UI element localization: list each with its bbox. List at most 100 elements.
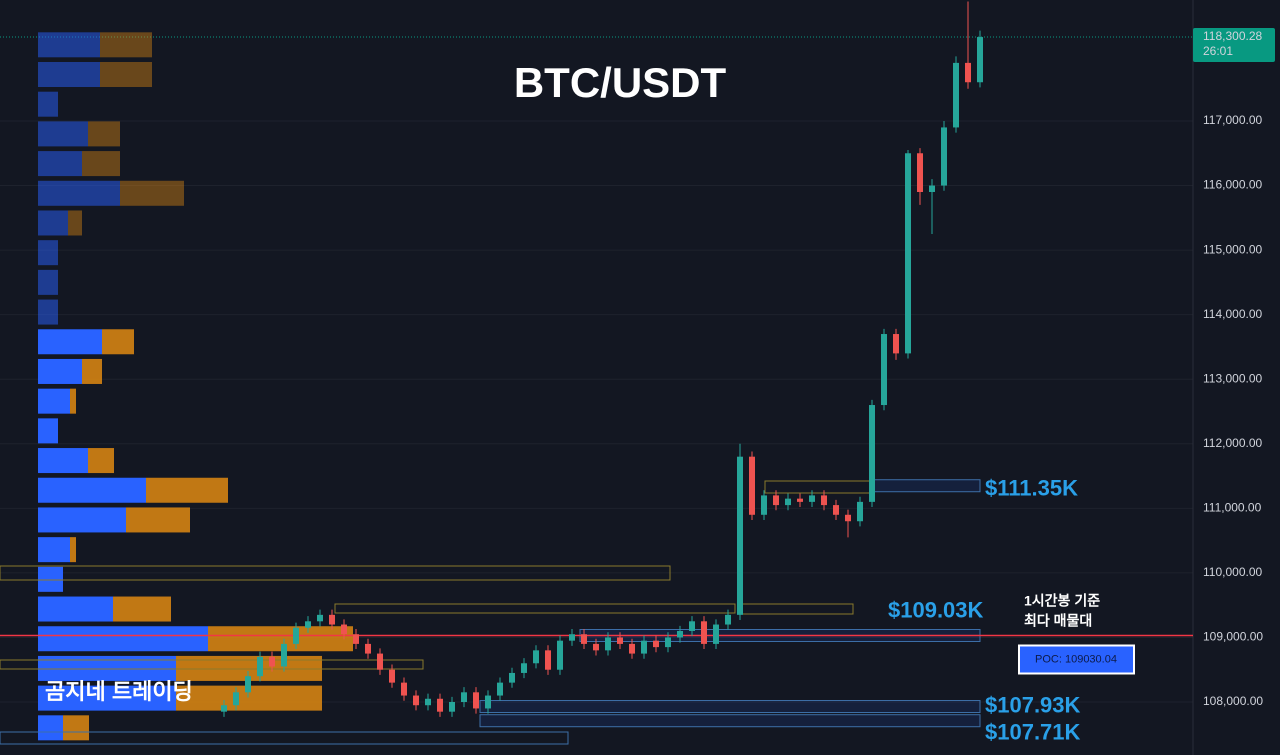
vp-sell-bar: [88, 448, 114, 474]
vp-sell-bar: [113, 596, 171, 622]
y-tick-label: 114,000.00: [1203, 307, 1262, 321]
candle-body: [401, 682, 407, 696]
vp-sell-bar: [100, 61, 152, 87]
candle-body: [677, 630, 683, 638]
candle-body: [929, 185, 935, 192]
range-box: [334, 603, 736, 614]
watermark: 곰지네 트레이딩: [45, 679, 193, 704]
y-tick-label: 113,000.00: [1203, 371, 1262, 385]
candle-body: [509, 672, 515, 683]
candle-body: [761, 495, 767, 515]
vp-buy-bar: [38, 329, 102, 355]
vp-sell-bar: [126, 507, 190, 533]
candle-body: [269, 656, 275, 667]
candle-body: [461, 692, 467, 702]
candle-body: [305, 621, 311, 628]
candle-body: [725, 614, 731, 625]
zone-box: [479, 700, 981, 714]
candle-body: [749, 456, 755, 515]
zone-label: $109.03K: [888, 597, 984, 622]
candle-body: [317, 614, 323, 622]
vp-buy-bar: [38, 32, 100, 58]
candle-body: [257, 656, 263, 677]
candle-body: [437, 698, 443, 712]
candle-body: [737, 456, 743, 615]
candle-body: [545, 650, 551, 670]
y-tick-label: 115,000.00: [1203, 242, 1262, 256]
range-box: [0, 565, 671, 581]
vp-buy-bar: [38, 180, 120, 206]
candle-body: [329, 614, 335, 625]
candle-body: [653, 640, 659, 648]
y-tick-label: 110,000.00: [1203, 565, 1262, 579]
candle-body: [521, 663, 527, 673]
y-tick-label: 111,000.00: [1203, 500, 1262, 514]
candle-body: [581, 634, 587, 644]
vp-buy-bar: [38, 507, 126, 533]
candle-body: [425, 698, 431, 706]
vp-buy-bar: [38, 358, 82, 384]
poc-label: POC: 109030.04: [1035, 653, 1117, 665]
grid: [0, 0, 1194, 755]
vp-sell-bar: [88, 121, 120, 147]
candle-body: [785, 498, 791, 506]
candle-body: [713, 624, 719, 644]
range-box: [0, 659, 424, 670]
vp-buy-bar: [38, 388, 70, 414]
vp-sell-bar: [146, 477, 228, 503]
labels: 108,000.00 109,000.00 110,000.00 111,000.00…: [888, 28, 1275, 745]
candle-body: [965, 62, 971, 83]
candle-body: [953, 62, 959, 128]
candle-body: [977, 37, 983, 83]
range-box: [0, 731, 569, 745]
last-price-tag: [1193, 28, 1275, 63]
vp-sell-bar: [82, 358, 102, 384]
candle-body: [857, 501, 863, 522]
candle-body: [557, 640, 563, 670]
y-tick-label: 108,000.00: [1203, 694, 1263, 708]
vp-buy-bar: [38, 626, 208, 652]
countdown-label: 26:01: [1203, 44, 1233, 58]
candle-body: [833, 505, 839, 515]
chart-title: BTC/USDT: [514, 59, 727, 106]
poc-note: 1시간봉 기준: [1024, 593, 1100, 609]
candle-body: [773, 495, 779, 506]
candle-body: [293, 627, 299, 644]
vp-buy-bar: [38, 210, 68, 236]
vp-buy-bar: [38, 537, 70, 563]
candle-body: [605, 637, 611, 651]
candle-body: [641, 640, 647, 654]
vp-buy-bar: [38, 448, 88, 474]
candle-body: [413, 695, 419, 706]
candle-body: [869, 405, 875, 502]
vp-buy-bar: [38, 121, 88, 147]
candle-body: [617, 637, 623, 644]
candle-body: [689, 621, 695, 631]
last-price-label: 118,300.28: [1203, 29, 1262, 43]
candle-body: [281, 643, 287, 667]
candle-body: [893, 334, 899, 354]
candle-body: [569, 634, 575, 641]
vp-buy-bar: [38, 418, 58, 444]
poc-note: 최다 매물대: [1024, 613, 1092, 629]
zone-label: $107.93K: [985, 692, 1081, 717]
volume-profile: [38, 32, 353, 741]
zone-box: [869, 479, 981, 493]
candle-body: [533, 650, 539, 664]
vp-sell-bar: [70, 388, 76, 414]
candle-body: [473, 692, 479, 709]
zone-label: $111.35K: [985, 476, 1078, 501]
vp-buy-bar: [38, 61, 100, 87]
candle-body: [905, 153, 911, 354]
zone-label: $107.71K: [985, 720, 1081, 745]
vp-buy-bar: [38, 269, 58, 295]
vp-sell-bar: [120, 180, 184, 206]
candle-body: [377, 653, 383, 670]
vp-buy-bar: [38, 596, 113, 622]
candle-body: [221, 705, 227, 712]
candle-body: [389, 669, 395, 683]
candle-body: [665, 637, 671, 648]
vp-buy-bar: [38, 477, 146, 503]
vp-buy-bar: [38, 151, 82, 177]
